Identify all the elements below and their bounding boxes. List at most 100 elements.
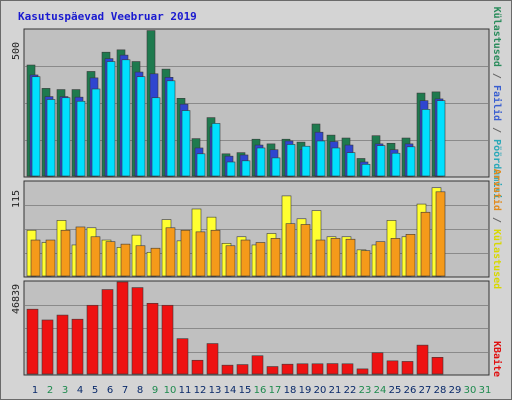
day-label-14: 14 <box>224 385 237 396</box>
bar-kbytes-9 <box>146 302 159 375</box>
bar-sites-12 <box>195 231 206 277</box>
bar-kbytes-16 <box>251 355 264 375</box>
bar-sites-25 <box>390 238 401 277</box>
bar-sites-23 <box>360 250 371 277</box>
bar-pages-22 <box>346 152 356 177</box>
bar-sites-4 <box>75 226 86 277</box>
bar-sites-2 <box>45 239 56 277</box>
bar-kbytes-13 <box>206 343 219 375</box>
bar-kbytes-10 <box>161 304 174 375</box>
bar-kbytes-14 <box>221 364 234 375</box>
bar-kbytes-3 <box>56 314 69 375</box>
bar-sites-13 <box>210 229 221 277</box>
day-label-10: 10 <box>164 385 177 396</box>
bar-pages-16 <box>256 147 266 177</box>
bar-pages-25 <box>391 152 401 177</box>
bar-sites-28 <box>435 191 446 277</box>
bar-pages-20 <box>316 140 326 177</box>
bar-kbytes-20 <box>311 363 324 375</box>
bar-pages-2 <box>46 99 56 177</box>
bar-pages-17 <box>271 157 281 177</box>
bar-pages-10 <box>166 80 176 177</box>
bar-kbytes-5 <box>86 304 99 375</box>
day-label-21: 21 <box>329 385 342 396</box>
day-label-4: 4 <box>77 385 83 396</box>
day-label-3: 3 <box>62 385 68 396</box>
day-label-24: 24 <box>374 385 387 396</box>
bar-sites-24 <box>375 241 386 277</box>
day-label-25: 25 <box>389 385 402 396</box>
bar-pages-12 <box>196 153 206 177</box>
day-label-16: 16 <box>254 385 267 396</box>
day-label-27: 27 <box>419 385 432 396</box>
bar-sites-11 <box>180 229 191 277</box>
bar-kbytes-17 <box>266 366 279 375</box>
bar-pages-9 <box>151 97 161 177</box>
bar-sites-3 <box>60 229 71 277</box>
bar-sites-22 <box>345 238 356 277</box>
bar-pages-1 <box>31 76 41 177</box>
bar-kbytes-4 <box>71 318 84 375</box>
bar-sites-8 <box>135 245 146 277</box>
bar-sites-7 <box>120 243 131 277</box>
bar-pages-21 <box>331 147 341 177</box>
legend-top: Külastused / Failid / Pöördumisi <box>491 7 503 200</box>
day-label-28: 28 <box>434 385 447 396</box>
bar-sites-6 <box>105 241 116 277</box>
max-label-1: 500 <box>11 42 22 60</box>
day-label-5: 5 <box>92 385 98 396</box>
bar-kbytes-8 <box>131 287 144 375</box>
day-label-31: 31 <box>479 385 492 396</box>
day-label-30: 30 <box>464 385 477 396</box>
bar-pages-24 <box>376 145 386 177</box>
bar-sites-10 <box>165 227 176 277</box>
bar-sites-26 <box>405 234 416 277</box>
bar-pages-6 <box>106 61 116 177</box>
day-label-13: 13 <box>209 385 222 396</box>
bar-pages-13 <box>211 123 221 177</box>
day-label-23: 23 <box>359 385 372 396</box>
bar-pages-23 <box>361 164 371 177</box>
bar-sites-1 <box>30 239 41 277</box>
bar-kbytes-24 <box>371 352 384 375</box>
bar-kbytes-12 <box>191 359 204 375</box>
bar-sites-5 <box>90 236 101 277</box>
bar-kbytes-28 <box>431 357 444 375</box>
day-label-7: 7 <box>122 385 128 396</box>
bar-pages-3 <box>61 97 71 177</box>
bar-pages-11 <box>181 110 191 177</box>
legend-middle: Arvutid / Külastused <box>491 169 503 289</box>
bar-sites-19 <box>300 224 311 277</box>
day-label-9: 9 <box>152 385 158 396</box>
day-label-17: 17 <box>269 385 282 396</box>
day-label-19: 19 <box>299 385 312 396</box>
max-label-2: 115 <box>11 190 22 208</box>
chart-title: Kasutuspäevad Veebruar 2019 <box>18 10 197 23</box>
bar-kbytes-26 <box>401 361 414 375</box>
bar-pages-14 <box>226 161 236 177</box>
bar-sites-16 <box>255 242 266 277</box>
bar-kbytes-18 <box>281 363 294 375</box>
bar-sites-9 <box>150 247 161 277</box>
day-label-26: 26 <box>404 385 417 396</box>
bar-kbytes-15 <box>236 364 249 375</box>
bar-kbytes-7 <box>116 281 129 375</box>
day-label-2: 2 <box>47 385 53 396</box>
day-label-8: 8 <box>137 385 143 396</box>
bar-kbytes-6 <box>101 289 114 375</box>
bar-sites-18 <box>285 223 296 277</box>
legend-bottom: KBaite <box>491 341 503 377</box>
day-label-29: 29 <box>449 385 462 396</box>
bar-pages-18 <box>286 144 296 177</box>
bar-sites-15 <box>240 239 251 277</box>
day-label-15: 15 <box>239 385 252 396</box>
bar-pages-26 <box>406 146 416 177</box>
bar-pages-28 <box>436 100 446 177</box>
max-label-3: 46839 <box>11 284 22 314</box>
bar-pages-8 <box>136 76 146 177</box>
bar-kbytes-23 <box>356 368 369 375</box>
bar-pages-19 <box>301 145 311 177</box>
bar-sites-17 <box>270 238 281 277</box>
